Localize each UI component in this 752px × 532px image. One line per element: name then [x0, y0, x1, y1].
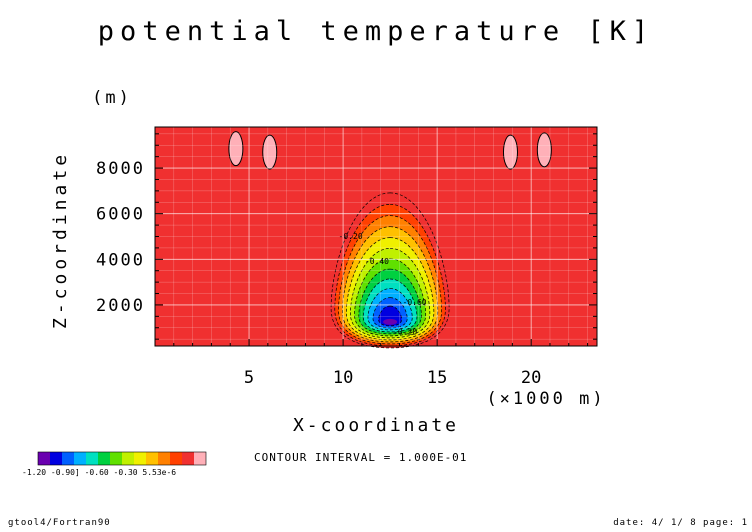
colorbar-frame [37, 451, 207, 466]
y-units-label: (m) [92, 88, 132, 108]
colorbar-swatch [194, 452, 206, 465]
anomaly-field [330, 192, 450, 349]
colorbar-labels: -1.20 -0.90] -0.60 -0.30 5.53e-6 [22, 468, 176, 477]
colorbar-swatch [110, 452, 122, 465]
footer-right: date: 4/ 1/ 8 page: 1 [613, 518, 748, 528]
y-tick-label: 4000 [96, 250, 145, 270]
contour-label: -0.20 [393, 328, 417, 337]
y-tick-label: 6000 [96, 205, 145, 225]
colorbar-swatch [50, 452, 62, 465]
x-tick-label: 15 [427, 368, 447, 388]
x-tick-label: 10 [333, 368, 353, 388]
colorbar-swatch [146, 452, 158, 465]
x-tick-label: 5 [244, 368, 254, 388]
x-axis-label: X-coordinate [293, 415, 459, 436]
y-tick-label: 8000 [96, 159, 145, 179]
y-axis-label: Z-coordinate [50, 151, 71, 329]
y-tick-label: 2000 [96, 296, 145, 316]
plot-area: -0.20 -0.40 -0.60 -0.20 [154, 126, 598, 349]
colorbar-swatch [62, 452, 74, 465]
anomaly-core [383, 318, 398, 325]
colorbar-swatch [38, 452, 50, 465]
contour-interval: CONTOUR INTERVAL = 1.000E-01 [254, 451, 467, 464]
colorbar-swatch [98, 452, 110, 465]
x-axis-ticks: 5 10 15 20 [173, 339, 589, 388]
colorbar [37, 451, 207, 466]
x-tick-label: 20 [521, 368, 541, 388]
contour-label: -0.60 [403, 298, 427, 307]
colorbar-swatch [122, 452, 134, 465]
chart-title: potential temperature [K] [98, 16, 654, 47]
colorbar-swatch [86, 452, 98, 465]
positive-anomaly-blobs [228, 131, 552, 170]
colorbar-swatch [170, 452, 182, 465]
footer-left: gtool4/Fortran90 [8, 518, 111, 528]
positive-blob [502, 134, 518, 170]
positive-blob [536, 132, 552, 168]
grid [155, 127, 597, 346]
positive-blob [262, 134, 278, 170]
colorbar-swatch [182, 452, 194, 465]
y-axis-ticks: 2000 4000 6000 8000 [96, 133, 597, 340]
contour-label: -0.40 [365, 257, 389, 266]
positive-blob [228, 131, 244, 167]
contour-label: -0.20 [339, 232, 363, 241]
colorbar-swatch [74, 452, 86, 465]
contour-labels: -0.20 -0.40 -0.60 -0.20 [339, 232, 427, 337]
colorbar-swatch [158, 452, 170, 465]
x-units-label: (×1000 m) [486, 389, 605, 409]
colorbar-swatch [134, 452, 146, 465]
